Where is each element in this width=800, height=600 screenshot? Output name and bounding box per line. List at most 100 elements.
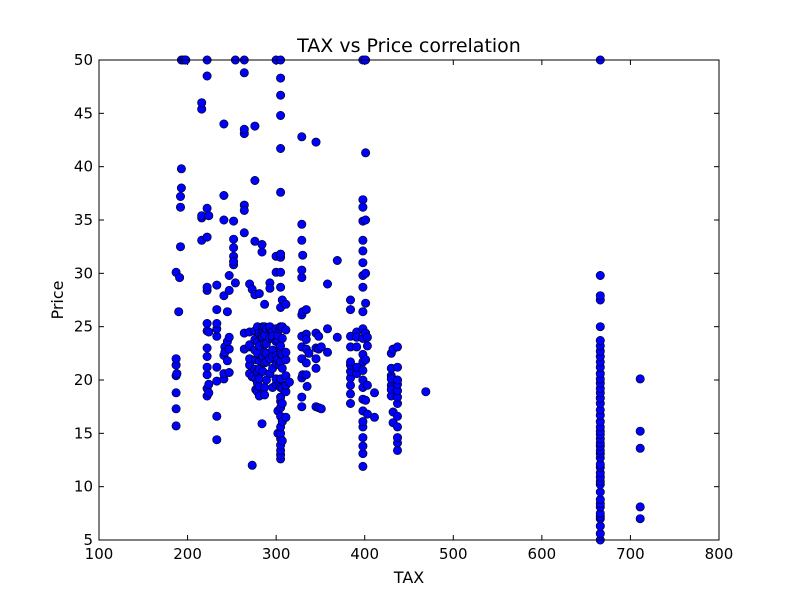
scatter-point <box>204 327 214 337</box>
scatter-point <box>224 332 234 342</box>
scatter-point <box>297 392 307 402</box>
scatter-point <box>301 334 311 344</box>
scatter-point <box>314 331 324 341</box>
scatter-point <box>358 282 368 292</box>
scatter-point <box>345 305 355 315</box>
y-tick-label: 35 <box>74 211 93 229</box>
scatter-point <box>202 318 212 328</box>
scatter-point <box>277 363 287 373</box>
x-tick-label: 200 <box>173 545 202 563</box>
scatter-point <box>277 333 287 343</box>
scatter-point <box>239 124 249 134</box>
scatter-point <box>265 283 275 293</box>
scatter-point <box>281 347 291 357</box>
scatter-point <box>301 370 311 380</box>
scatter-point <box>316 342 326 352</box>
scatter-point <box>260 299 270 309</box>
scatter-point <box>297 132 307 142</box>
y-tick-label: 10 <box>74 478 93 496</box>
y-tick-label: 20 <box>74 371 93 389</box>
scatter-point <box>224 367 234 377</box>
scatter-point <box>172 369 182 379</box>
scatter-point <box>260 390 270 400</box>
scatter-point <box>212 305 222 315</box>
scatter-point <box>595 291 605 301</box>
scatter-point <box>202 203 212 213</box>
x-tick-label: 300 <box>262 545 291 563</box>
scatter-point <box>362 341 372 351</box>
scatter-point <box>245 340 255 350</box>
scatter-point <box>358 441 368 451</box>
scatter-point <box>276 249 286 259</box>
scatter-point <box>212 411 222 421</box>
scatter-point <box>222 356 232 366</box>
scatter-point <box>358 417 368 427</box>
scatter-point <box>276 111 286 121</box>
scatter-point <box>345 398 355 408</box>
x-tick-label: 800 <box>705 545 734 563</box>
scatter-point <box>352 342 362 352</box>
scatter-point <box>297 402 307 412</box>
scatter-point <box>345 389 355 399</box>
scatter-point <box>204 211 214 221</box>
scatter-point <box>239 228 249 238</box>
scatter-point <box>171 388 181 398</box>
scatter-point <box>322 347 332 357</box>
chart-title: TAX vs Price correlation <box>296 35 521 57</box>
scatter-point <box>257 419 267 429</box>
scatter-point <box>197 98 207 108</box>
scatter-point <box>247 460 257 470</box>
scatter-point <box>257 240 267 250</box>
scatter-point <box>239 205 249 215</box>
scatter-point <box>358 433 368 443</box>
scatter-point <box>202 343 212 353</box>
scatter-point <box>595 270 605 280</box>
scatter-point <box>361 215 371 225</box>
scatter-point <box>332 255 342 265</box>
x-tick-label: 600 <box>528 545 557 563</box>
scatter-point <box>392 411 402 421</box>
scatter-point <box>222 307 232 317</box>
scatter-point <box>392 445 402 455</box>
scatter-point <box>595 487 605 497</box>
scatter-point <box>229 243 239 253</box>
scatter-point <box>224 270 234 280</box>
scatter-point <box>595 335 605 345</box>
scatter-point <box>298 250 308 260</box>
scatter-point <box>204 388 214 398</box>
scatter-point <box>239 68 249 78</box>
scatter-point <box>635 426 645 436</box>
scatter-point <box>635 443 645 453</box>
scatter-point <box>276 90 286 100</box>
scatter-point <box>250 176 260 186</box>
scatter-point <box>202 351 212 361</box>
scatter-point <box>297 273 307 283</box>
scatter-point <box>277 436 287 446</box>
scatter-point <box>229 234 239 244</box>
scatter-point <box>219 191 229 201</box>
scatter-point <box>301 305 311 315</box>
scatter-point <box>358 307 368 317</box>
scatter-point <box>171 354 181 364</box>
scatter-point <box>229 216 239 226</box>
scatter-point <box>257 247 267 257</box>
scatter-point <box>345 357 355 367</box>
x-tick-label: 100 <box>85 545 114 563</box>
scatter-point <box>212 331 222 341</box>
scatter-point <box>202 232 212 242</box>
scatter-point <box>276 282 286 292</box>
scatter-point <box>281 325 291 335</box>
scatter-point <box>392 342 402 352</box>
scatter-point <box>301 358 311 368</box>
scatter-point <box>224 344 234 354</box>
scatter-point <box>358 235 368 245</box>
scatter-point <box>202 362 212 372</box>
scatter-point <box>369 412 379 422</box>
scatter-point <box>277 398 287 408</box>
scatter-point <box>171 404 181 414</box>
scatter-point <box>212 435 222 445</box>
scatter-point <box>316 404 326 414</box>
scatter-point <box>212 280 222 290</box>
scatter-point <box>281 299 291 309</box>
